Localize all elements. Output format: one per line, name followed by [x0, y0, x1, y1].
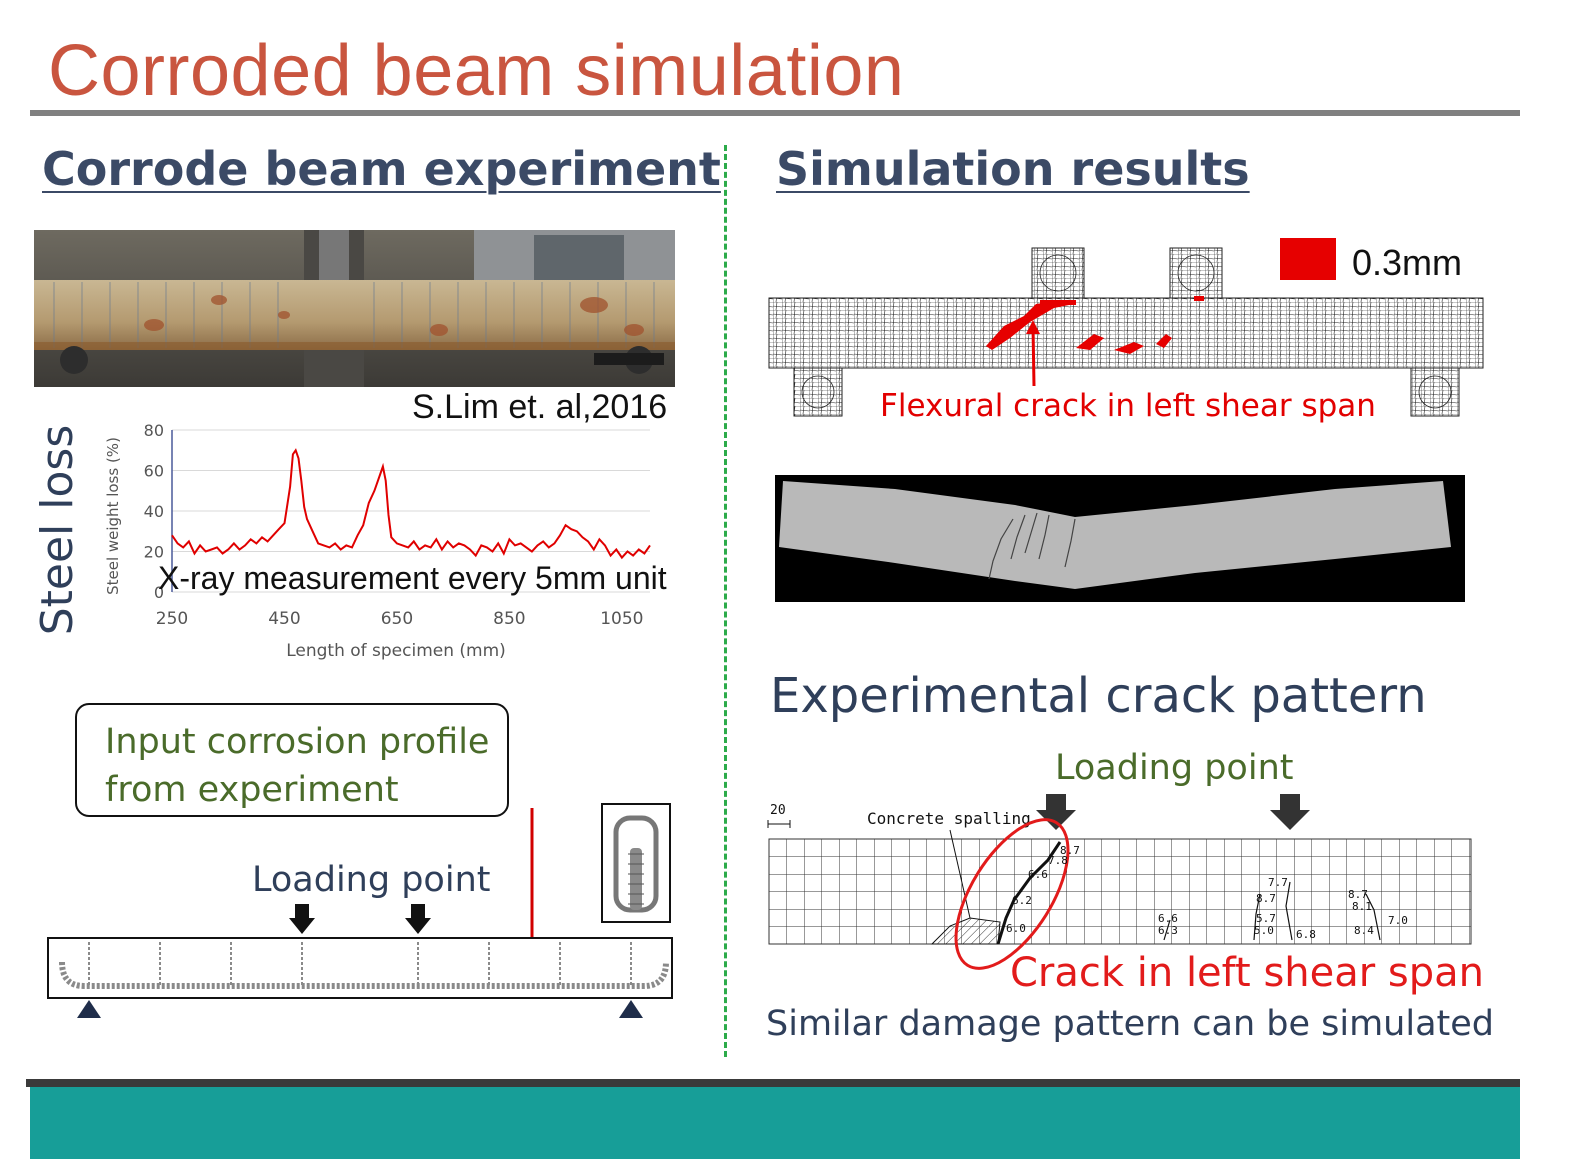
load-arrow-left	[289, 904, 315, 934]
svg-text:6.3: 6.3	[1158, 924, 1178, 937]
xray-note: X-ray measurement every 5mm unit	[158, 560, 667, 596]
load-arrow-right	[405, 904, 431, 934]
mesh-load-plate-left	[1031, 247, 1085, 299]
rebar-section	[628, 848, 644, 910]
deformed-beam-body	[779, 481, 1451, 589]
beam-reinforcement-diagram	[47, 803, 673, 1018]
flexural-crack-label: Flexural crack in left shear span	[880, 388, 1376, 424]
chart-y-tick-label: 60	[144, 462, 164, 481]
crack-grid	[768, 838, 1472, 945]
chart-series	[171, 448, 651, 560]
load-arrows	[289, 904, 431, 934]
mesh-support-left	[793, 367, 843, 417]
main-rebar	[59, 961, 669, 989]
crack-highlight-ellipse	[954, 818, 1070, 970]
chart-y-tick-label: 0	[154, 583, 164, 602]
support-left-icon	[77, 1000, 101, 1018]
right-section-heading: Simulation results	[776, 142, 1250, 196]
flexural-crack-pointer-head	[1026, 320, 1040, 334]
svg-text:8.7: 8.7	[1348, 888, 1368, 901]
input-profile-line-2: from experiment	[105, 770, 399, 810]
experimental-crack-diagram: 20 Concrete spalling 8.7 7.8 6.6 6.2 6.0…	[767, 794, 1472, 970]
svg-text:5.0: 5.0	[1254, 924, 1274, 937]
citation: S.Lim et. al,2016	[412, 388, 668, 426]
flexural-crack-pointer	[1031, 325, 1036, 387]
similar-pattern-note: Similar damage pattern can be simulated	[766, 1004, 1495, 1044]
footer-rule	[26, 1079, 1520, 1087]
grid-scale-bar	[767, 820, 791, 828]
input-profile-text: Input corrosion profile from experiment	[105, 718, 489, 814]
beam-experiment-photo	[34, 230, 675, 387]
svg-text:8.1: 8.1	[1352, 900, 1372, 913]
stirrups	[88, 942, 632, 986]
mesh-support-right	[1410, 367, 1460, 417]
input-profile-line-1: Input corrosion profile	[105, 722, 490, 762]
loading-point-label-right: Loading point	[1055, 748, 1294, 788]
svg-text:8.7: 8.7	[1060, 844, 1080, 857]
crack-values: 8.7 7.8 6.6 6.2 6.0 6.6 6.3 7.7 8.7 5.7 …	[1006, 844, 1408, 941]
steel-loss-label-box: Steel loss	[32, 425, 83, 636]
svg-text:6.6: 6.6	[1028, 868, 1048, 881]
chart-y-tick-label: 40	[144, 502, 164, 521]
deformed-beam-render	[775, 475, 1465, 602]
crack-load-arrow-left	[1036, 794, 1076, 830]
svg-text:6.6: 6.6	[1158, 912, 1178, 925]
simulation-mesh	[768, 238, 1484, 417]
chart-x-tick-label: 650	[381, 609, 413, 629]
crack-zones	[986, 296, 1204, 354]
svg-text:7.0: 7.0	[1388, 914, 1408, 927]
concrete-spalling-label: Concrete spalling	[867, 809, 1031, 828]
chart-y-axis-label: Steel weight loss (%)	[104, 437, 122, 595]
chart-x-tick-label: 450	[268, 609, 300, 629]
svg-text:8.7: 8.7	[1256, 892, 1276, 905]
chart-x-tick-label: 1050	[600, 609, 643, 629]
support-right-icon	[619, 1000, 643, 1018]
main-shear-crack	[996, 841, 1062, 945]
svg-text:6.8: 6.8	[1296, 928, 1316, 941]
steel-loss-chart: 0 20 40 60 80 250 450 650 850 1050 Length of spec…	[104, 421, 651, 661]
input-profile-box	[75, 703, 509, 817]
crack-load-arrow-right	[1270, 794, 1310, 830]
steel-loss-label: Steel loss	[32, 425, 83, 636]
chart-series-line	[171, 448, 651, 560]
chart-ticks: 0 20 40 60 80 250 450 650 850 1050	[144, 421, 644, 629]
legend-swatch	[1280, 238, 1336, 280]
svg-text:8.4: 8.4	[1354, 924, 1374, 937]
spalling-area	[930, 917, 1001, 945]
crack-left-shear-span-label: Crack in left shear span	[1010, 950, 1485, 996]
column-divider	[724, 145, 727, 1057]
title-divider	[30, 110, 1520, 116]
left-section-heading: Corrode beam experiment	[42, 142, 721, 196]
chart-x-axis-label: Length of specimen (mm)	[286, 641, 506, 661]
chart-y-tick-label: 80	[144, 421, 164, 440]
chart-x-tick-label: 250	[156, 609, 188, 629]
crack-load-arrows	[1036, 794, 1310, 830]
svg-text:6.0: 6.0	[1006, 922, 1026, 935]
chart-x-tick-label: 850	[493, 609, 525, 629]
deformed-cracks	[988, 512, 1076, 580]
svg-text:5.7: 5.7	[1256, 912, 1276, 925]
grid-scale-label: 20	[770, 803, 786, 818]
loading-point-label-left: Loading point	[252, 860, 491, 900]
svg-text:7.8: 7.8	[1048, 854, 1068, 867]
svg-text:6.2: 6.2	[1012, 894, 1032, 907]
legend-value: 0.3mm	[1352, 242, 1463, 283]
mesh-beam	[768, 297, 1484, 369]
slide-title: Corroded beam simulation	[48, 31, 905, 111]
footer-band	[30, 1087, 1520, 1159]
chart-grid	[172, 429, 650, 593]
svg-text:7.7: 7.7	[1268, 876, 1288, 889]
experimental-crack-heading: Experimental crack pattern	[770, 668, 1427, 724]
chart-y-tick-label: 20	[144, 543, 164, 562]
spalling-leader	[949, 829, 971, 919]
